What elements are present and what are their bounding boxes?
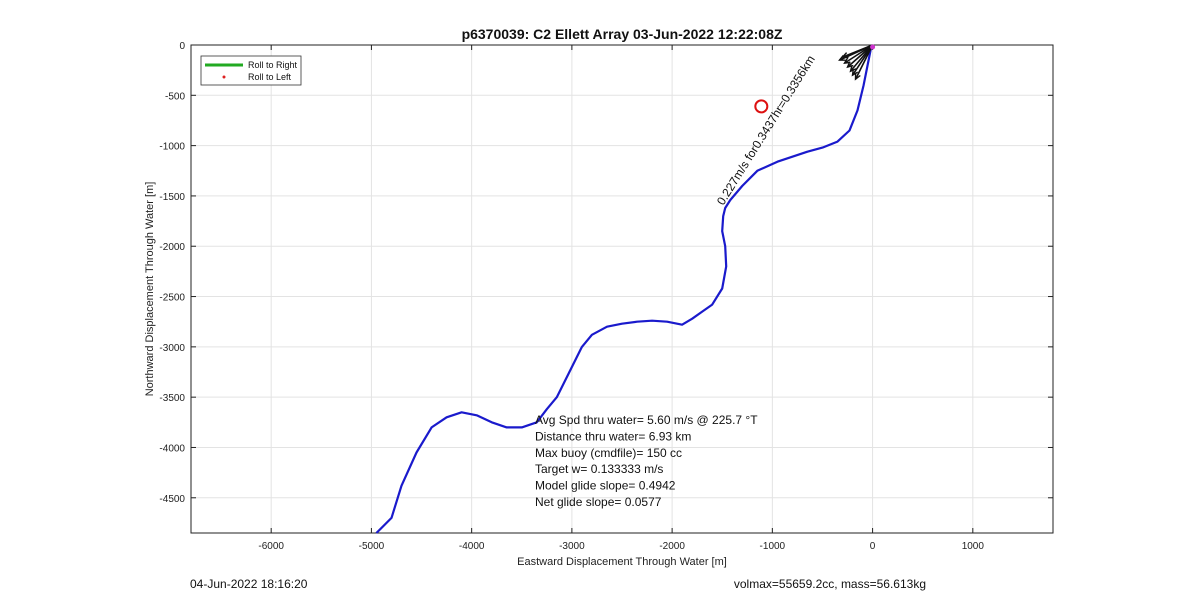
x-tick-label: -2000 <box>659 541 685 552</box>
current-arrow-head <box>851 69 859 77</box>
annotation-line: Net glide slope= 0.0577 <box>535 495 662 509</box>
y-tick-label: -3000 <box>159 343 185 354</box>
y-tick-label: -1000 <box>159 142 185 153</box>
grid-layer <box>191 44 1053 533</box>
segment-speed-label: 0.227m/s for0.3437hr=0.3356km <box>714 53 818 208</box>
y-tick-label: -4000 <box>159 443 185 454</box>
current-arrow <box>846 44 874 68</box>
current-arrow-head <box>849 65 857 73</box>
y-tick-label: -2000 <box>159 242 185 253</box>
y-axis-label: Northward Displacement Through Water [m] <box>144 182 156 397</box>
footer-mass-info: volmax=55659.2cc, mass=56.613kg <box>733 577 926 591</box>
x-tick-label: -5000 <box>359 541 385 552</box>
annotation-line: Max buoy (cmdfile)= 150 cc <box>535 446 682 460</box>
x-tick-label: -1000 <box>760 541 786 552</box>
legend: Roll to Right Roll to Left <box>200 55 302 86</box>
current-arrow <box>854 44 874 80</box>
current-arrow-head <box>854 73 861 81</box>
footer-timestamp: 04-Jun-2022 18:16:20 <box>190 577 308 591</box>
annotation-line: Target w= 0.133333 m/s <box>535 462 663 476</box>
x-tick-label: -4000 <box>459 541 485 552</box>
legend-box <box>200 55 302 86</box>
current-arrow-head <box>838 55 846 61</box>
annotation-block: Avg Spd thru water= 5.60 m/s @ 225.7 °T D… <box>535 413 758 509</box>
legend-label-roll-right: Roll to Right <box>248 60 298 70</box>
target-circle-marker <box>754 99 769 114</box>
annotation-line: Avg Spd thru water= 5.60 m/s @ 225.7 °T <box>535 413 758 427</box>
x-tick-label: -6000 <box>258 541 284 552</box>
x-tick-label: 1000 <box>962 541 985 552</box>
y-tick-label: -2500 <box>159 293 185 304</box>
current-arrow-head <box>843 57 851 64</box>
y-tick-label: -3500 <box>159 393 185 404</box>
x-tick-label: 0 <box>870 541 876 552</box>
current-arrow <box>839 44 873 61</box>
y-tick-label: 0 <box>179 41 185 52</box>
legend-label-roll-left: Roll to Left <box>248 72 292 82</box>
chart-title: p6370039: C2 Ellett Array 03-Jun-2022 12… <box>462 26 783 42</box>
trajectory-line <box>375 44 873 534</box>
series-layer <box>375 44 873 534</box>
y-tick-label: -4500 <box>159 494 185 505</box>
x-tick-label: -3000 <box>559 541 585 552</box>
annotation-line: Model glide slope= 0.4942 <box>535 479 676 493</box>
legend-swatch-roll-left <box>222 75 226 79</box>
ticks-layer: -6000 -5000 -4000 -3000 -2000 -1000 0 1000 0 -500… <box>159 41 1053 552</box>
annotation-line: Distance thru water= 6.93 km <box>535 429 691 443</box>
axes-box <box>190 44 1054 534</box>
y-tick-label: -1500 <box>159 192 185 203</box>
origin-marker <box>870 44 876 50</box>
x-axis-label: Eastward Displacement Through Water [m] <box>517 556 727 568</box>
y-tick-label: -500 <box>165 91 185 102</box>
current-arrow <box>844 44 874 64</box>
